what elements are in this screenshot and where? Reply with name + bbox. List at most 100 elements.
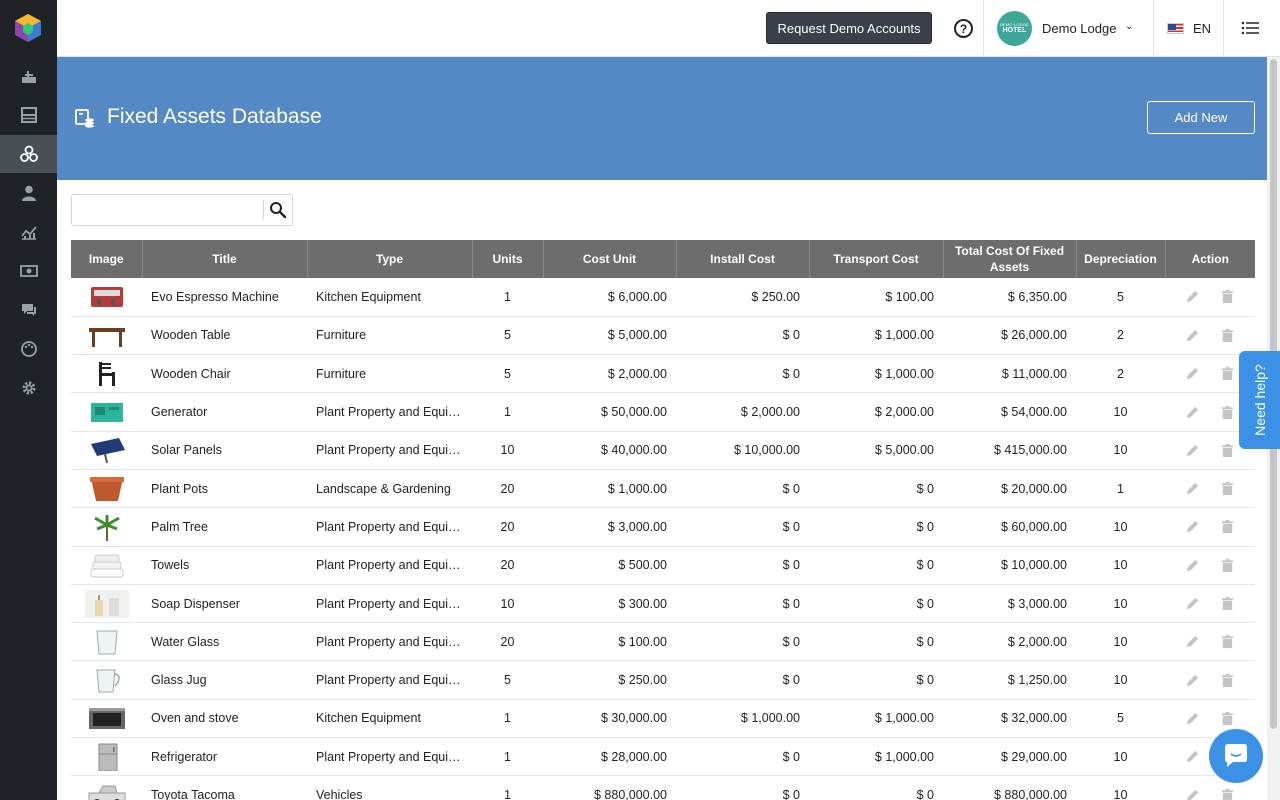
edit-pencil-icon[interactable] xyxy=(1185,366,1200,381)
sidebar-item-rooms[interactable] xyxy=(0,96,57,134)
asset-units: 1 xyxy=(472,392,543,432)
asset-type: Furniture xyxy=(307,316,472,356)
language-selector[interactable]: EN xyxy=(1193,21,1212,36)
asset-title: Oven and stove xyxy=(142,699,307,739)
chevron-down-icon[interactable]: ⌄ xyxy=(1125,21,1134,32)
sidebar-item-guests[interactable] xyxy=(0,174,57,212)
add-new-button[interactable]: Add New xyxy=(1147,101,1255,134)
delete-trash-icon[interactable] xyxy=(1220,634,1235,649)
asset-type: Kitchen Equipment xyxy=(307,278,472,317)
divider xyxy=(983,0,984,57)
table-row[interactable]: Evo Espresso Machine Kitchen Equipment 1 $ … xyxy=(71,278,1255,317)
water-glass-image xyxy=(95,630,118,655)
search-input[interactable] xyxy=(73,196,261,224)
table-row[interactable]: Towels Plant Property and Equipment 20 $ 50… xyxy=(71,546,1255,585)
sidebar-item-assets[interactable] xyxy=(0,135,57,173)
sidebar-item-settings[interactable] xyxy=(0,369,57,407)
delete-trash-icon[interactable] xyxy=(1220,711,1235,726)
table-row[interactable]: Water Glass Plant Property and Equipment 2… xyxy=(71,622,1255,662)
delete-trash-icon[interactable] xyxy=(1220,443,1235,458)
page-title: Fixed Assets Database xyxy=(107,105,322,128)
fixed-assets-icon xyxy=(75,109,94,128)
edit-pencil-icon[interactable] xyxy=(1185,634,1200,649)
column-header: Title xyxy=(142,240,308,278)
asset-total-cost: $ 26,000.00 xyxy=(943,316,1076,356)
delete-trash-icon[interactable] xyxy=(1220,673,1235,688)
edit-pencil-icon[interactable] xyxy=(1185,673,1200,688)
chat-launcher-button[interactable] xyxy=(1209,729,1263,783)
asset-install-cost: $ 0 xyxy=(676,354,809,394)
delete-trash-icon[interactable] xyxy=(1220,366,1235,381)
delete-trash-icon[interactable] xyxy=(1220,558,1235,573)
asset-image-cell xyxy=(71,622,142,662)
asset-depreciation: 10 xyxy=(1076,392,1165,432)
asset-cost-unit: $ 3,000.00 xyxy=(543,507,676,547)
help-icon[interactable]: ? xyxy=(954,19,973,38)
delete-trash-icon[interactable] xyxy=(1220,481,1235,496)
sidebar-item-finance[interactable] xyxy=(0,252,57,290)
sidebar-item-chat[interactable] xyxy=(0,291,57,329)
list-menu-icon[interactable] xyxy=(1241,20,1259,36)
search-icon[interactable] xyxy=(269,201,287,219)
asset-image-cell xyxy=(71,737,142,777)
table-row[interactable]: Wooden Table Furniture 5 $ 5,000.00 $ 0 $ 1,0… xyxy=(71,316,1255,356)
sidebar-item-reports[interactable] xyxy=(0,213,57,251)
towels-image xyxy=(90,554,123,578)
pickup-truck-image xyxy=(88,785,125,800)
delete-trash-icon[interactable] xyxy=(1220,405,1235,420)
table-row[interactable]: Oven and stove Kitchen Equipment 1 $ 30,000… xyxy=(71,699,1255,739)
table-row[interactable]: Plant Pots Landscape & Gardening 20 $ 1,000… xyxy=(71,469,1255,509)
chat-bubble-icon xyxy=(1225,744,1247,767)
delete-trash-icon[interactable] xyxy=(1220,788,1235,800)
edit-pencil-icon[interactable] xyxy=(1185,519,1200,534)
asset-cost-unit: $ 5,000.00 xyxy=(543,316,676,356)
table-row[interactable]: Glass Jug Plant Property and Equipment 5 $ … xyxy=(71,660,1255,700)
asset-total-cost: $ 10,000.00 xyxy=(943,546,1076,585)
need-help-tab[interactable]: Need help? xyxy=(1239,351,1280,449)
table-row[interactable]: Soap Dispenser Plant Property and Equipme… xyxy=(71,584,1255,624)
solar-panel-image xyxy=(90,438,125,464)
sidebar-item-pos[interactable] xyxy=(0,57,57,95)
edit-pencil-icon[interactable] xyxy=(1185,558,1200,573)
oven-image xyxy=(88,708,125,730)
delete-trash-icon[interactable] xyxy=(1220,289,1235,304)
edit-pencil-icon[interactable] xyxy=(1185,711,1200,726)
assets-icon xyxy=(19,145,38,162)
asset-units: 20 xyxy=(472,622,543,662)
edit-pencil-icon[interactable] xyxy=(1185,443,1200,458)
app-logo[interactable] xyxy=(15,14,41,42)
edit-pencil-icon[interactable] xyxy=(1185,749,1200,764)
edit-pencil-icon[interactable] xyxy=(1185,481,1200,496)
asset-title: Glass Jug xyxy=(142,660,307,700)
request-demo-button[interactable]: Request Demo Accounts xyxy=(766,12,932,44)
action-cell xyxy=(1165,469,1255,509)
asset-type: Kitchen Equipment xyxy=(307,699,472,739)
table-row[interactable]: Solar Panels Plant Property and Equipment… xyxy=(71,431,1255,470)
asset-title: Wooden Chair xyxy=(142,354,307,394)
edit-pencil-icon[interactable] xyxy=(1185,328,1200,343)
delete-trash-icon[interactable] xyxy=(1220,519,1235,534)
column-header: Action xyxy=(1165,240,1255,278)
table-row[interactable]: Wooden Chair Furniture 5 $ 2,000.00 $ 0 $ 1,0… xyxy=(71,354,1255,394)
table-row[interactable]: Toyota Tacoma Vehicles 1 $ 880,000.00 $ 0 $ 0… xyxy=(71,775,1255,800)
search-box xyxy=(71,194,293,226)
edit-pencil-icon[interactable] xyxy=(1185,596,1200,611)
hotel-avatar[interactable]: DEMO LODGE HOTEL xyxy=(997,11,1032,46)
delete-trash-icon[interactable] xyxy=(1220,328,1235,343)
asset-cost-unit: $ 1,000.00 xyxy=(543,469,676,509)
action-cell xyxy=(1165,278,1255,317)
asset-depreciation: 10 xyxy=(1076,584,1165,624)
table-row[interactable]: Generator Plant Property and Equipment 1 $ … xyxy=(71,392,1255,432)
table-row[interactable]: Refrigerator Plant Property and Equipment… xyxy=(71,737,1255,777)
edit-pencil-icon[interactable] xyxy=(1185,405,1200,420)
us-flag-icon[interactable] xyxy=(1167,23,1184,34)
asset-title: Plant Pots xyxy=(142,469,307,509)
table-row[interactable]: Palm Tree Plant Property and Equipment 20 $… xyxy=(71,507,1255,547)
delete-trash-icon[interactable] xyxy=(1220,596,1235,611)
hotel-selector-label[interactable]: Demo Lodge xyxy=(1042,21,1117,36)
edit-pencil-icon[interactable] xyxy=(1185,788,1200,800)
asset-cost-unit: $ 300.00 xyxy=(543,584,676,624)
sidebar-item-palette[interactable] xyxy=(0,330,57,368)
edit-pencil-icon[interactable] xyxy=(1185,289,1200,304)
asset-total-cost: $ 60,000.00 xyxy=(943,507,1076,547)
